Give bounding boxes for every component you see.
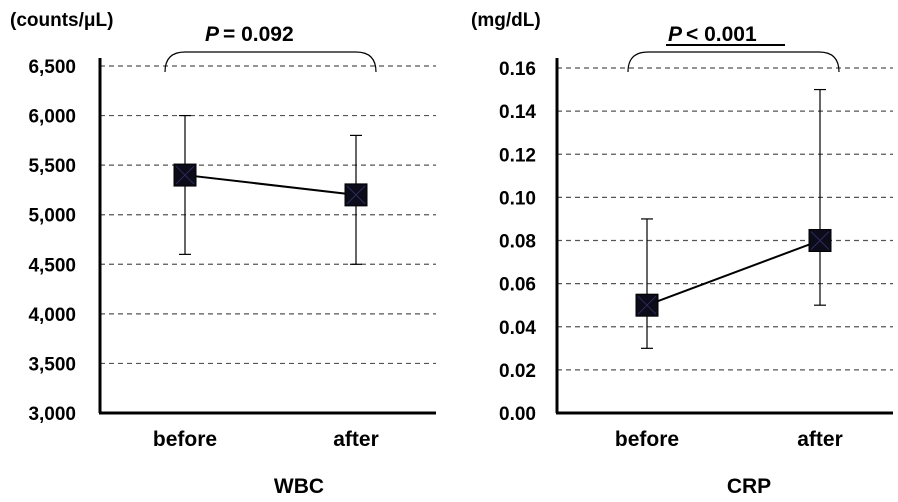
wbc-y-tick-label: 3,500 (28, 354, 76, 375)
wbc-y-tick-label: 5,000 (28, 206, 76, 227)
wbc-p-symbol: P (205, 23, 220, 46)
crp-x-category-label: before (615, 428, 679, 451)
wbc-y-tick-label: 6,000 (28, 107, 76, 128)
wbc-significance-bracket (165, 52, 376, 72)
crp-x-category-label: after (797, 428, 843, 451)
crp-p-symbol: P (668, 23, 683, 46)
wbc-chart-title: WBC (274, 475, 324, 498)
crp-y-tick-label: 0.02 (499, 361, 536, 382)
crp-y-tick-label: 0.12 (499, 145, 536, 166)
wbc-y-tick-label: 4,500 (28, 255, 76, 276)
crp-p-text: < 0.001 (686, 23, 757, 46)
wbc-y-axis-unit: (counts/μL) (10, 10, 113, 31)
crp-series (636, 90, 831, 349)
crp-y-tick-label: 0.06 (499, 275, 536, 296)
wbc-p-text: = 0.092 (223, 23, 294, 46)
crp-significance-bracket (628, 52, 839, 72)
wbc-y-tick-label: 4,000 (28, 305, 76, 326)
wbc-series-line (185, 175, 356, 195)
crp-y-tick-label: 0.14 (499, 102, 536, 123)
crp-y-tick-labels: 0.00 0.02 0.04 0.06 0.08 0.10 0.12 0.14 0.16 (499, 59, 536, 425)
wbc-y-tick-label: 5,500 (28, 156, 76, 177)
crp-gridlines (557, 68, 893, 370)
wbc-y-tick-label: 6,500 (28, 57, 76, 78)
wbc-p-value: P = 0.092 (205, 23, 294, 46)
crp-y-tick-label: 0.16 (499, 59, 536, 80)
wbc-y-tick-label: 3,000 (28, 404, 76, 425)
wbc-x-category-label: after (333, 428, 379, 451)
wbc-gridlines (100, 66, 436, 363)
crp-y-tick-label: 0.00 (499, 404, 536, 425)
wbc-x-category-label: before (153, 428, 217, 451)
wbc-x-category-labels: before after (153, 428, 379, 451)
crp-series-line (647, 241, 820, 306)
wbc-series (174, 116, 367, 265)
crp-chart: (mg/dL) 0.00 0.02 0.04 0.06 0.08 0.10 0.12 0.14… (471, 10, 893, 498)
crp-y-axis-unit: (mg/dL) (471, 10, 541, 31)
crp-y-tick-label: 0.08 (499, 232, 536, 253)
crp-y-tick-label: 0.10 (499, 188, 536, 209)
crp-x-category-labels: before after (615, 428, 843, 451)
wbc-chart: (counts/μL) 3,000 3,500 4,000 4,500 5,000 5,5… (10, 10, 436, 498)
crp-p-value: P < 0.001 (668, 23, 757, 46)
wbc-y-tick-labels: 3,000 3,500 4,000 4,500 5,000 5,500 6,000 6,500 (28, 57, 76, 425)
crp-chart-title: CRP (727, 475, 771, 498)
crp-y-tick-label: 0.04 (499, 318, 536, 339)
